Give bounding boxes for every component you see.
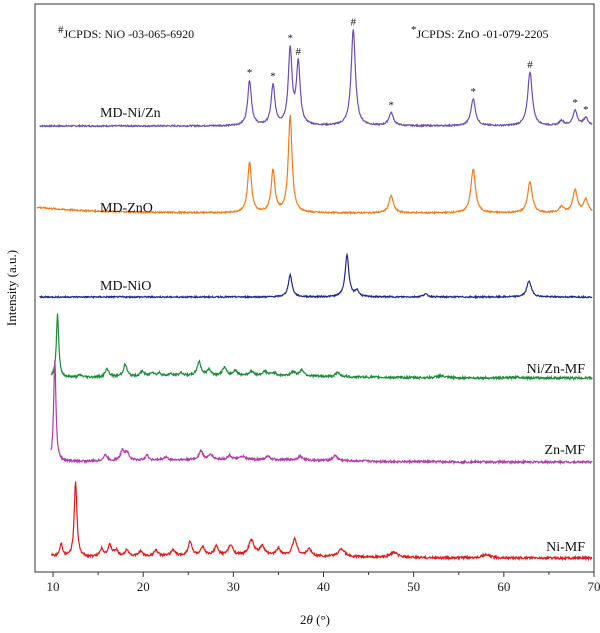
peak-marker-1: * — [247, 67, 253, 79]
peak-marker-5: # — [351, 17, 357, 29]
series-label-3: MD-NiO — [100, 279, 151, 294]
x-tick-label-3: 30 — [227, 579, 240, 594]
series-line-2 — [36, 114, 593, 216]
plot-frame — [34, 3, 595, 573]
x-tick-label-2: 20 — [137, 579, 150, 594]
peak-marker-9: * — [572, 97, 578, 109]
peak-marker-10: * — [583, 104, 589, 116]
nio-annotation: #JCPDS: NiO -03-065-6920 — [58, 24, 194, 41]
y-axis-label: Intensity (a.u.) — [4, 250, 19, 326]
zno-annotation: *JCPDS: ZnO -01-079-2205 — [411, 24, 549, 41]
peak-marker-2: * — [270, 71, 276, 83]
series-line-5 — [50, 360, 593, 466]
series-labels: MD-Ni/Zn MD-ZnO MD-NiO Ni/Zn-MF Zn-MF Ni-MF — [100, 106, 585, 555]
series-label-4: Ni/Zn-MF — [527, 362, 586, 377]
series-line-4 — [50, 313, 593, 382]
x-axis-label: 2θ (°) — [300, 612, 330, 627]
series-layer — [36, 29, 593, 562]
peak-marker-3: * — [287, 33, 293, 45]
peak-marker-7: * — [470, 86, 476, 98]
peak-marker-4: # — [296, 46, 302, 58]
series-line-3 — [39, 252, 593, 300]
x-tick-label-7: 70 — [588, 579, 600, 594]
peak-marker-6: * — [388, 99, 394, 111]
x-tick-label-4: 40 — [317, 579, 330, 594]
series-label-2: MD-ZnO — [100, 201, 153, 216]
x-axis-ticks: 10 20 30 40 50 60 70 — [47, 572, 600, 594]
series-label-6: Ni-MF — [546, 540, 585, 555]
series-label-1: MD-Ni/Zn — [100, 106, 161, 121]
x-tick-label-1: 10 — [47, 579, 60, 594]
series-label-5: Zn-MF — [545, 443, 586, 458]
x-tick-label-6: 60 — [497, 579, 510, 594]
peak-marker-8: # — [527, 59, 533, 71]
x-tick-label-5: 50 — [407, 579, 420, 594]
series-line-6 — [51, 481, 593, 562]
peak-markers: * **##**#** — [247, 17, 589, 116]
series-line-1 — [39, 29, 593, 128]
